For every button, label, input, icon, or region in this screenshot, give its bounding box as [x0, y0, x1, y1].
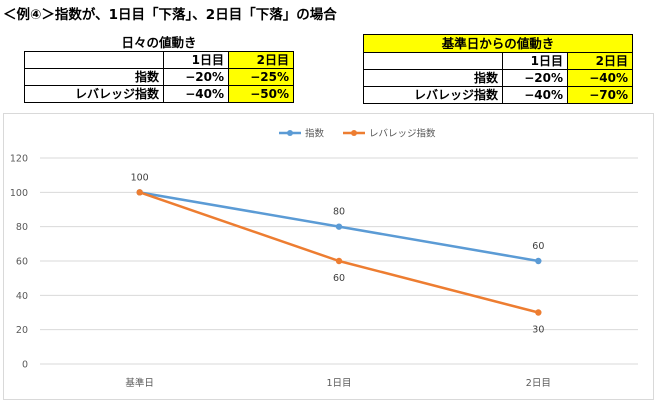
base-row-label-leverage: レバレッジ指数 [363, 86, 503, 104]
base-cell-leverage-day2: −70% [567, 86, 633, 104]
base-col-day1: 1日目 [502, 52, 568, 70]
legend-entry: 指数 [305, 128, 325, 140]
table-corner-cell [24, 51, 164, 69]
table-row: レバレッジ指数 −40% −70% [363, 86, 633, 104]
daily-cell-leverage-day2: −50% [228, 85, 294, 103]
x-tick-label: 基準日 [125, 377, 154, 389]
table-corner-cell [363, 52, 503, 70]
data-point [335, 257, 343, 265]
data-point [535, 257, 542, 265]
data-labels: 100 80 60 60 30 [131, 172, 545, 335]
legend-entry: レバレッジ指数 [369, 128, 436, 140]
daily-row-label-leverage: レバレッジ指数 [24, 85, 164, 103]
daily-cell-leverage-day1: −40% [163, 85, 229, 103]
table-caption-row: 基準日からの値動き [363, 34, 633, 53]
y-tick-label: 60 [16, 257, 28, 268]
data-point [335, 223, 343, 230]
y-tick-label: 0 [22, 360, 28, 371]
x-tick-label: 2日目 [526, 378, 551, 389]
table-header-row: 1日目 2日目 [24, 51, 294, 69]
table-row: 指数 −20% −25% [24, 68, 294, 86]
daily-col-day2: 2日目 [228, 51, 294, 69]
base-col-day2: 2日目 [567, 52, 633, 70]
y-tick-label: 100 [10, 188, 28, 199]
base-table-title: 基準日からの値動き [363, 34, 633, 53]
table-row: 指数 −20% −40% [363, 69, 633, 87]
data-point [535, 309, 542, 316]
y-tick-label: 40 [16, 291, 28, 302]
daily-col-day1: 1日目 [163, 51, 229, 69]
base-cell-index-day2: −40% [567, 69, 633, 87]
axis-labels: 0 20 40 60 80 100 120 基準日 1日目 2日目 [10, 154, 551, 390]
data-label: 30 [532, 325, 544, 336]
y-tick-label: 20 [16, 325, 28, 336]
legend-marker [351, 130, 357, 136]
table-caption-row: 日々の値動き [25, 34, 294, 52]
daily-table-title: 日々の値動き [121, 34, 197, 50]
data-label: 60 [333, 273, 345, 284]
page-heading: ＜例④＞指数が、1日目「下落」、2日目「下落」の場合 [3, 7, 337, 23]
data-label: 100 [131, 172, 149, 183]
table-row: レバレッジ指数 −40% −50% [24, 85, 294, 103]
daily-movement-table: 日々の値動き 1日目 2日目 指数 −20% −25% レバレッジ指数 −40%… [24, 34, 294, 103]
base-movement-table: 基準日からの値動き 1日目 2日目 指数 −20% −40% レバレッジ指数 −… [363, 34, 633, 104]
y-tick-label: 80 [16, 222, 28, 233]
base-row-label-index: 指数 [363, 69, 503, 87]
daily-cell-index-day2: −25% [228, 68, 294, 86]
table-header-row: 1日目 2日目 [363, 52, 633, 70]
data-label: 60 [532, 241, 544, 252]
chart-legend: 指数 レバレッジ指数 [279, 128, 436, 140]
data-point [136, 189, 143, 196]
legend-marker [287, 130, 293, 136]
daily-row-label-index: 指数 [24, 68, 164, 86]
line-chart-container: 0 20 40 60 80 100 120 基準日 1日目 2日目 100 80 60 60 30 指数 レ… [3, 113, 654, 400]
line-chart: 0 20 40 60 80 100 120 基準日 1日目 2日目 100 80 60 60 30 指数 レ… [10, 128, 638, 390]
daily-cell-index-day1: −20% [163, 68, 229, 86]
series-lines [136, 189, 542, 316]
y-tick-label: 120 [10, 154, 28, 165]
base-cell-leverage-day1: −40% [502, 86, 568, 104]
data-label: 80 [333, 207, 345, 218]
base-cell-index-day1: −20% [502, 69, 568, 87]
x-tick-label: 1日目 [326, 378, 351, 389]
